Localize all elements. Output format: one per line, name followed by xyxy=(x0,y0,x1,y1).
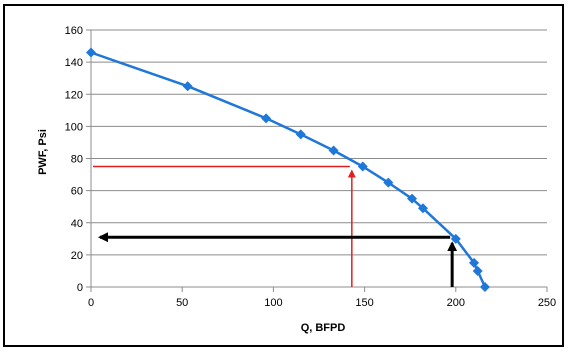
y-axis-title: PWF, Psi xyxy=(37,129,49,175)
gridlines xyxy=(91,29,547,256)
data-point xyxy=(383,177,394,188)
annotations xyxy=(93,165,458,287)
x-tick-label: 0 xyxy=(88,297,94,309)
data-point xyxy=(417,203,428,214)
data-point xyxy=(182,81,193,92)
data-point xyxy=(407,193,418,204)
y-tick-label: 120 xyxy=(65,89,83,101)
y-tick-label: 140 xyxy=(65,57,83,69)
data-point xyxy=(295,129,306,140)
axes: 0 20 40 60 80 100 120 140 160 0 50 100 150 200 250 xyxy=(65,25,557,309)
data-point xyxy=(479,282,490,292)
x-axis-title: Q, BFPD xyxy=(301,322,346,334)
y-tick-label: 20 xyxy=(71,250,83,262)
series-line-0 xyxy=(90,51,487,288)
data-point xyxy=(469,257,480,268)
x-tick-label: 50 xyxy=(176,297,188,309)
chart-frame: 0 20 40 60 80 100 120 140 160 0 50 100 150 200 250 PWF… xyxy=(3,4,564,347)
y-tick-label: 40 xyxy=(71,218,83,230)
data-point xyxy=(472,265,483,276)
x-tick-label: 200 xyxy=(447,297,465,309)
y-tick-label: 0 xyxy=(77,282,83,294)
series-layer xyxy=(86,47,490,292)
x-tick-label: 150 xyxy=(355,297,373,309)
axis-labels: PWF, Psi Q, BFPD xyxy=(37,129,345,334)
y-tick-label: 100 xyxy=(65,121,83,133)
data-point xyxy=(328,145,339,156)
data-point xyxy=(357,161,368,172)
y-tick-label: 60 xyxy=(71,186,83,198)
ipr-chart: 0 20 40 60 80 100 120 140 160 0 50 100 150 200 250 PWF… xyxy=(37,25,557,334)
y-tick-label: 160 xyxy=(65,25,83,37)
data-point xyxy=(86,47,96,58)
x-tick-label: 250 xyxy=(538,297,556,309)
x-tick-label: 100 xyxy=(264,297,282,309)
y-tick-label: 80 xyxy=(71,154,83,166)
data-point xyxy=(450,233,461,244)
data-point xyxy=(261,113,272,124)
